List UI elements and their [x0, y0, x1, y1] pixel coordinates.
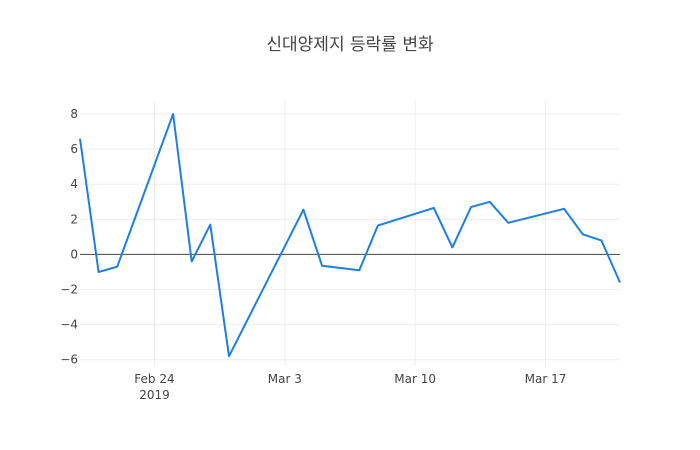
x-tick-label: Mar 3 [268, 372, 302, 386]
y-tick-label: 6 [70, 142, 78, 156]
y-tick-label: 8 [70, 107, 78, 121]
y-axis-ticks: −6 −4 −2 0 2 4 6 8 [60, 107, 78, 367]
series-line [79, 113, 621, 358]
y-tick-label: −2 [60, 283, 78, 297]
x-tick-sublabel: 2019 [139, 388, 170, 402]
x-tick-label: Mar 10 [394, 372, 436, 386]
y-tick-label: 0 [70, 247, 78, 261]
y-tick-label: −4 [60, 318, 78, 332]
y-tick-label: 4 [70, 177, 78, 191]
y-tick-label: −6 [60, 353, 78, 367]
y-tick-label: 2 [70, 212, 78, 226]
x-axis-ticks: Feb 24 2019 Mar 3 Mar 10 Mar 17 [134, 372, 566, 402]
x-tick-label: Feb 24 [134, 372, 174, 386]
x-tick-label: Mar 17 [525, 372, 567, 386]
grid-lines [80, 100, 620, 365]
chart-title: 신대양제지 등락률 변화 [266, 35, 434, 55]
